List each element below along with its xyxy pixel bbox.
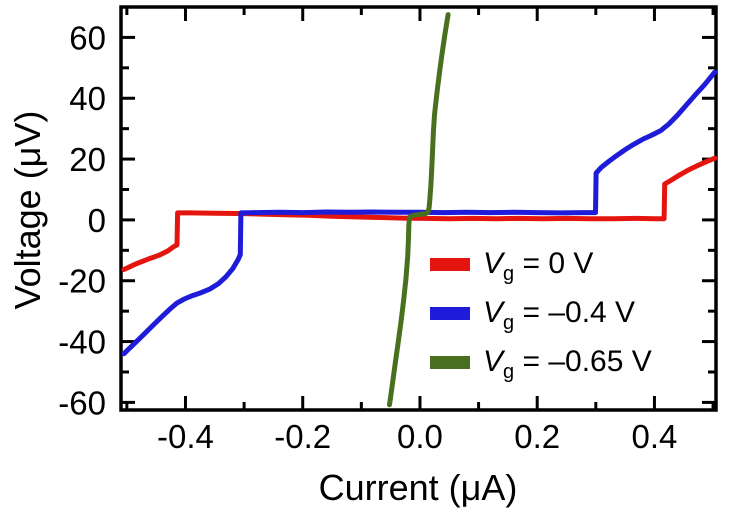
y-tick-label: -40 [58,324,106,361]
y-tick-label: -60 [58,384,106,421]
legend-swatch-green [430,355,470,369]
x-tick-label: -0.4 [157,418,214,455]
legend-item-vg-m0p4: Vg = –0.4 V [430,296,652,334]
x-axis-title-text: Current (μA) [318,467,518,508]
legend: Vg = 0 V Vg = –0.4 V Vg = –0.65 V [430,247,652,394]
y-axis-title: Voltage (μV) [7,0,48,420]
curve-vg-0 [121,155,718,272]
y-tick-label: -20 [58,263,106,300]
legend-swatch-blue [430,306,470,320]
legend-item-vg-m0p65: Vg = –0.65 V [430,345,652,383]
y-tick-label: 60 [69,19,106,56]
y-tick-label: 20 [69,141,106,178]
curve-vg-m0p65 [387,12,451,408]
y-tick-label: 0 [88,202,106,239]
legend-label-vg-m0p4: Vg = –0.4 V [483,296,636,334]
x-tick-label: 0.4 [632,418,678,455]
y-axis-title-text: Voltage (μV) [7,110,48,310]
x-axis-title: Current (μA) [218,467,618,509]
legend-label-vg-m0p65: Vg = –0.65 V [483,345,652,383]
x-tick-label: 0.2 [514,418,560,455]
legend-label-vg-0: Vg = 0 V [483,247,594,285]
x-tick-label: 0.0 [397,418,443,455]
legend-item-vg-0: Vg = 0 V [430,247,652,285]
curve-vg-m0p4 [121,69,718,357]
x-tick-label: -0.2 [274,418,331,455]
y-tick-label: 40 [69,80,106,117]
legend-swatch-red [430,257,470,271]
